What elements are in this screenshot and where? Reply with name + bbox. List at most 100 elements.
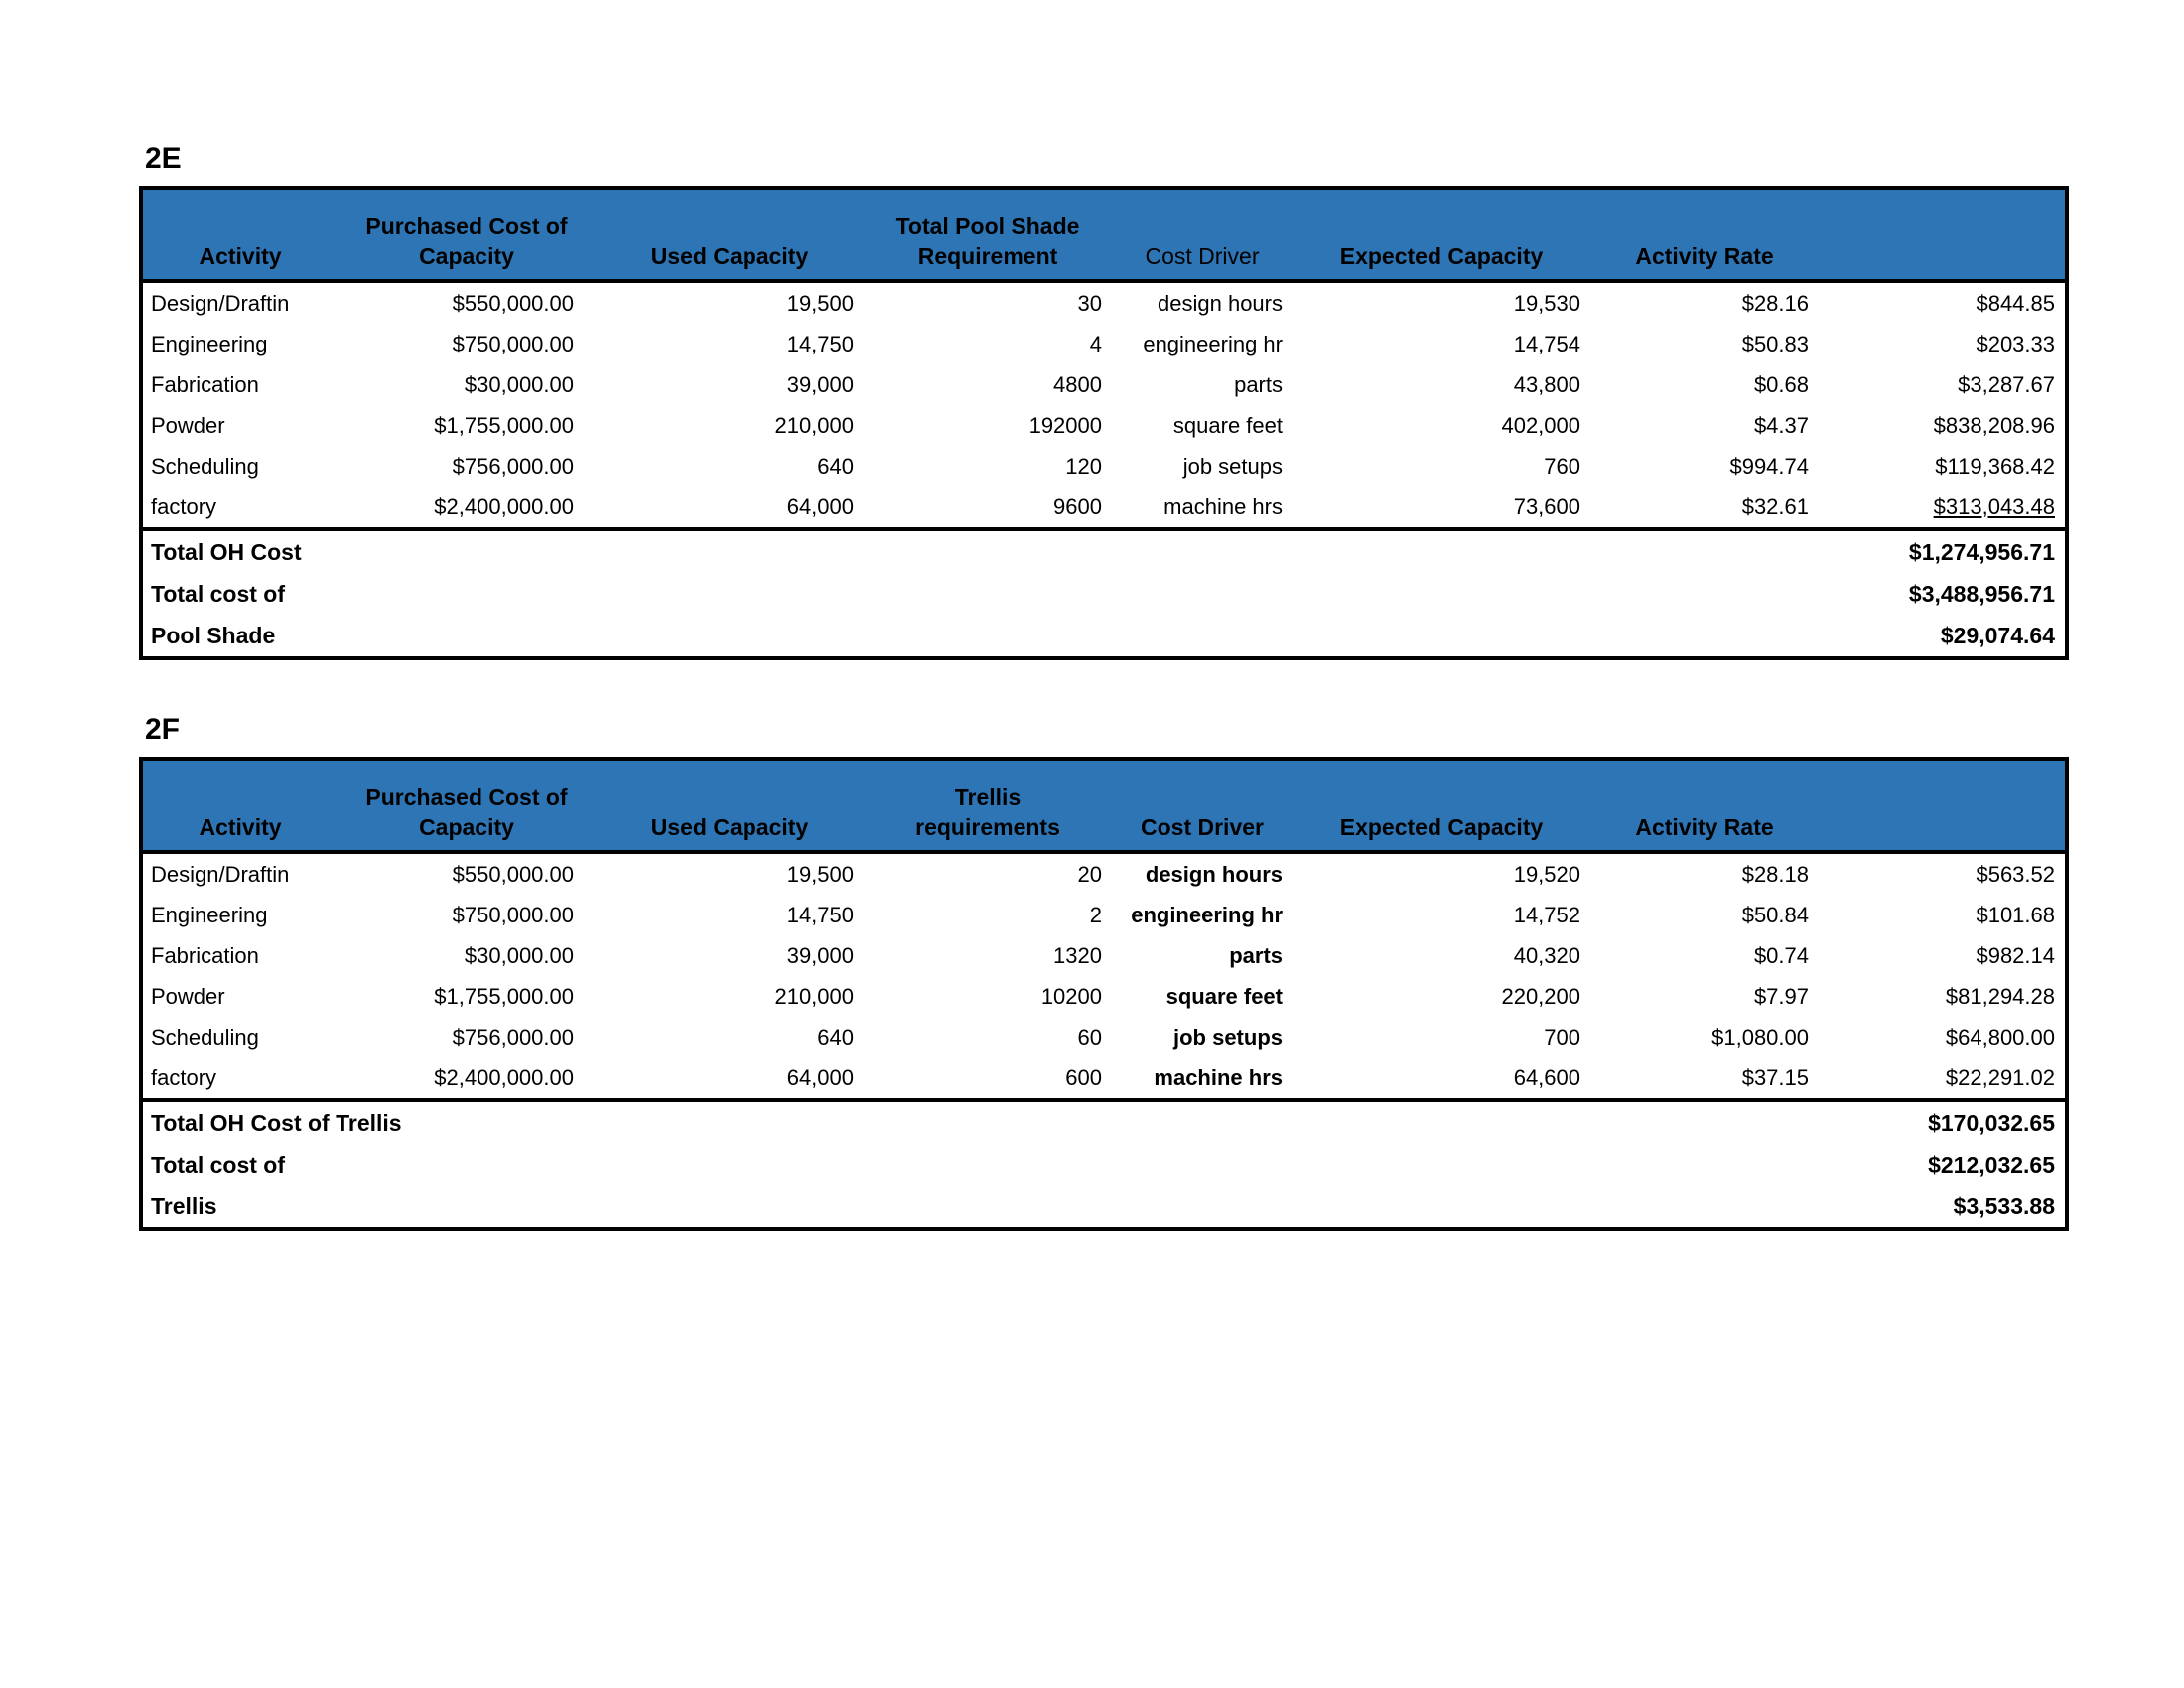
table-row: Design/Draftin $550,000.00 19,500 30 des… <box>141 281 2067 324</box>
column-header-expected-capacity: Expected Capacity <box>1293 759 1590 852</box>
column-header-blank <box>1819 188 2067 281</box>
column-header-expected-capacity: Expected Capacity <box>1293 188 1590 281</box>
cell-expected-capacity: 73,600 <box>1513 493 1580 519</box>
table-2f: Activity Purchased Cost of Capacity Used … <box>139 757 2069 1231</box>
cell-used-capacity: 640 <box>817 1024 854 1050</box>
cell-activity-rate: $50.83 <box>1741 331 1809 356</box>
total-label: Trellis <box>151 1193 217 1219</box>
cell-expected-capacity: 700 <box>1544 1024 1580 1050</box>
cell-activity: Engineering <box>151 331 268 356</box>
total-value: $170,032.65 <box>1928 1109 2055 1136</box>
cell-cost-driver: square feet <box>1172 412 1283 438</box>
column-header-used-capacity: Used Capacity <box>596 188 864 281</box>
cell-amount: $101.68 <box>1976 902 2055 927</box>
total-row: Trellis $3,533.88 <box>141 1186 2067 1229</box>
cell-purchased-cost: $550,000.00 <box>452 861 574 887</box>
cell-purchased-cost: $756,000.00 <box>452 1024 574 1050</box>
cell-cost-driver: design hours <box>1158 290 1283 316</box>
cell-activity: Fabrication <box>151 371 259 397</box>
cell-requirement: 9600 <box>1053 493 1102 519</box>
cell-expected-capacity: 402,000 <box>1501 412 1580 438</box>
cell-purchased-cost: $1,755,000.00 <box>434 983 574 1009</box>
cell-purchased-cost: $750,000.00 <box>452 902 574 927</box>
cell-amount: $982.14 <box>1976 942 2055 968</box>
cell-requirement: 4 <box>1089 331 1102 356</box>
cell-cost-driver: job setups <box>1182 453 1283 479</box>
cell-activity: factory <box>151 1064 217 1090</box>
table-row: factory $2,400,000.00 64,000 600 machine… <box>141 1057 2067 1100</box>
table-row: Scheduling $756,000.00 640 120 job setup… <box>141 446 2067 487</box>
cell-purchased-cost: $2,400,000.00 <box>434 1064 574 1090</box>
cell-activity-rate: $32.61 <box>1741 493 1809 519</box>
table-2e: Activity Purchased Cost of Capacity Used … <box>139 186 2069 660</box>
cell-used-capacity: 14,750 <box>786 902 854 927</box>
total-row: Pool Shade $29,074.64 <box>141 615 2067 658</box>
table-2e-body: Design/Draftin $550,000.00 19,500 30 des… <box>141 281 2067 529</box>
cell-activity-rate: $0.74 <box>1753 942 1809 968</box>
cell-purchased-cost: $1,755,000.00 <box>434 412 574 438</box>
table-row: Engineering $750,000.00 14,750 4 enginee… <box>141 324 2067 364</box>
cell-cost-driver: engineering hr <box>1143 331 1283 356</box>
cell-activity: Design/Draftin <box>151 861 290 887</box>
cell-cost-driver: job setups <box>1172 1024 1283 1050</box>
cell-requirement: 120 <box>1065 453 1102 479</box>
total-value: $29,074.64 <box>1940 622 2055 648</box>
table-row: Powder $1,755,000.00 210,000 10200 squar… <box>141 976 2067 1017</box>
cell-used-capacity: 640 <box>817 453 854 479</box>
total-label: Total cost of <box>151 580 286 607</box>
cell-used-capacity: 39,000 <box>786 942 854 968</box>
cell-cost-driver: parts <box>1234 371 1283 397</box>
total-row: Total cost of $212,032.65 <box>141 1144 2067 1186</box>
cell-cost-driver: square feet <box>1165 983 1283 1009</box>
table-2f-header: Activity Purchased Cost of Capacity Used … <box>141 759 2067 852</box>
cell-requirement: 192000 <box>1028 412 1102 438</box>
cell-used-capacity: 210,000 <box>774 412 854 438</box>
cell-used-capacity: 39,000 <box>786 371 854 397</box>
cell-requirement: 600 <box>1065 1064 1102 1090</box>
total-label: Total cost of <box>151 1151 286 1178</box>
cell-cost-driver: machine hrs <box>1163 493 1283 519</box>
cell-requirement: 1320 <box>1053 942 1102 968</box>
cell-activity-rate: $4.37 <box>1753 412 1809 438</box>
cell-requirement: 30 <box>1077 290 1102 316</box>
cell-amount: $64,800.00 <box>1945 1024 2055 1050</box>
cell-amount: $563.52 <box>1976 861 2055 887</box>
cell-amount: $3,287.67 <box>1958 371 2055 397</box>
cell-amount: $81,294.28 <box>1945 983 2055 1009</box>
column-header-used-capacity: Used Capacity <box>596 759 864 852</box>
section-label-2e: 2E <box>145 142 182 175</box>
table-row: Powder $1,755,000.00 210,000 192000 squa… <box>141 405 2067 446</box>
cell-purchased-cost: $2,400,000.00 <box>434 493 574 519</box>
cell-used-capacity: 14,750 <box>786 331 854 356</box>
section-2f: 2F Activity Purchased Cost of Capacity Us… <box>139 713 2069 1231</box>
cell-expected-capacity: 14,754 <box>1513 331 1580 356</box>
cell-activity: factory <box>151 493 217 519</box>
cell-expected-capacity: 19,530 <box>1513 290 1580 316</box>
cell-activity: Scheduling <box>151 1024 259 1050</box>
column-header-activity: Activity <box>141 188 338 281</box>
cell-used-capacity: 64,000 <box>786 493 854 519</box>
column-header-cost-driver: Cost Driver <box>1112 188 1293 281</box>
cell-expected-capacity: 64,600 <box>1513 1064 1580 1090</box>
total-label: Pool Shade <box>151 622 276 648</box>
cell-purchased-cost: $750,000.00 <box>452 331 574 356</box>
column-header-activity-rate: Activity Rate <box>1590 759 1819 852</box>
column-header-cost-driver: Cost Driver <box>1112 759 1293 852</box>
total-value: $3,533.88 <box>1953 1193 2055 1219</box>
cell-amount: $22,291.02 <box>1945 1064 2055 1090</box>
cell-activity: Design/Draftin <box>151 290 290 316</box>
column-header-purchased-cost: Purchased Cost of Capacity <box>338 759 596 852</box>
cell-requirement: 20 <box>1077 861 1102 887</box>
total-label: Total OH Cost of Trellis <box>151 1109 402 1136</box>
cell-activity: Powder <box>151 983 225 1009</box>
cell-purchased-cost: $30,000.00 <box>464 942 574 968</box>
total-value: $3,488,956.71 <box>1908 580 2055 607</box>
table-row: Design/Draftin $550,000.00 19,500 20 des… <box>141 852 2067 895</box>
total-row: Total OH Cost of Trellis $170,032.65 <box>141 1100 2067 1144</box>
cell-used-capacity: 19,500 <box>786 290 854 316</box>
cell-activity-rate: $7.97 <box>1753 983 1809 1009</box>
column-header-purchased-cost: Purchased Cost of Capacity <box>338 188 596 281</box>
table-2f-totals: Total OH Cost of Trellis $170,032.65 Tot… <box>141 1100 2067 1229</box>
cell-expected-capacity: 43,800 <box>1513 371 1580 397</box>
